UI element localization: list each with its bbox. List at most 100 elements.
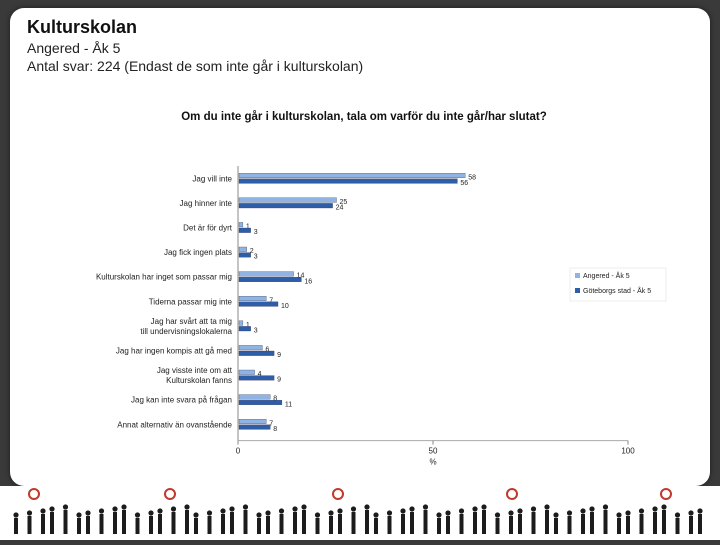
legend-swatch [575,273,580,278]
slide-panel [10,8,710,486]
silhouette-head [265,510,271,516]
x-tick-label: 100 [621,447,635,456]
bar-angered [238,246,247,252]
silhouette-head [49,506,55,512]
silhouette-head [314,512,321,518]
chart-title: Om du inte går i kulturskolan, tala om v… [181,111,547,123]
bar-angered [238,222,244,228]
bar-angered [238,345,263,351]
silhouette-body [626,516,630,534]
silhouette-body [581,514,585,534]
footer-silhouettes-icon [13,488,703,534]
silhouette-body [329,516,333,534]
silhouette-head [400,508,406,514]
silhouette-head [445,510,451,516]
silhouette-body [437,518,441,534]
data-label: 6 [265,347,269,354]
target-icon [28,488,40,500]
silhouette-body [662,510,666,534]
category-label: till undervisningslokalerna [140,327,232,336]
silhouette-head [697,508,703,514]
silhouette-body [27,516,32,534]
category-label: Det är för dyrt [183,224,233,233]
silhouette-body [617,518,621,534]
silhouette-head [481,504,487,510]
data-label: 9 [277,377,281,384]
silhouette-head [134,512,141,518]
silhouette-head [350,506,357,512]
data-label: 4 [258,371,262,378]
silhouette-body [257,518,261,534]
legend-label: Angered - Åk 5 [583,271,630,280]
category-label: Kulturskolan har inget som passar mig [96,273,232,282]
silhouette-head [337,508,343,514]
page-title: Kulturskolan [27,17,138,37]
bar-angered [238,394,271,400]
silhouette-body [122,510,126,534]
bar-angered [238,173,466,178]
silhouette-head [112,506,118,512]
data-label: 10 [281,303,289,310]
silhouette-body [698,514,702,534]
silhouette-body [86,516,90,534]
silhouette-head [530,506,537,512]
silhouette-head [436,512,442,518]
category-label: Jag har ingen kompis att gå med [116,347,232,356]
silhouette-head [544,504,550,510]
silhouette-head [652,506,658,512]
category-label: Jag har svårt att ta mig [151,317,232,326]
silhouette-head [553,512,559,518]
silhouette-body [675,518,680,534]
data-label: 25 [340,199,348,206]
silhouette-head [422,504,429,510]
silhouette-head [517,508,523,514]
bar-chart: Om du inte går i kulturskolan, tala om v… [96,111,667,467]
bar-goteborg [238,178,458,184]
data-label: 56 [460,180,468,187]
silhouette-head [98,508,105,514]
silhouette-head [688,510,694,516]
legend-box [569,267,667,302]
data-label: 3 [254,229,258,236]
silhouette-body [279,514,284,534]
silhouette-body [374,518,378,534]
bar-goteborg [238,326,251,332]
silhouette-body [590,512,594,534]
bar-angered [238,369,255,375]
silhouette-body [135,518,140,534]
silhouette-body [653,512,657,534]
data-label: 2 [250,248,254,255]
silhouette-body [531,512,536,534]
bar-goteborg [238,301,279,307]
bar-goteborg [238,252,251,258]
silhouette-body [473,512,477,534]
category-label: Jag vill inte [192,174,232,183]
silhouette-body [423,510,428,534]
silhouette-head [220,508,226,514]
silhouette-body [194,518,198,534]
data-label: 1 [246,322,250,329]
silhouette-head [625,510,631,516]
silhouette-head [292,506,298,512]
silhouette-head [26,510,33,516]
silhouette-head [278,508,285,514]
data-label: 58 [468,174,476,181]
page-subtitle-responses: Antal svar: 224 (Endast de som inte går … [27,58,364,74]
silhouette-head [85,510,91,516]
category-label: Tiderna passar mig inte [149,297,233,306]
bar-goteborg [238,277,302,282]
data-label: 11 [285,401,292,408]
silhouette-head [409,506,415,512]
silhouette-head [602,504,609,510]
silhouette-head [328,510,334,516]
bar-goteborg [238,350,275,356]
bar-angered [238,271,294,277]
legend-swatch [575,288,580,293]
silhouette-body [446,516,450,534]
silhouette-body [545,510,549,534]
x-tick-label: 50 [429,447,438,456]
silhouette-head [256,512,262,518]
silhouette-body [401,514,405,534]
silhouette-head [242,504,249,510]
silhouette-body [63,510,68,534]
